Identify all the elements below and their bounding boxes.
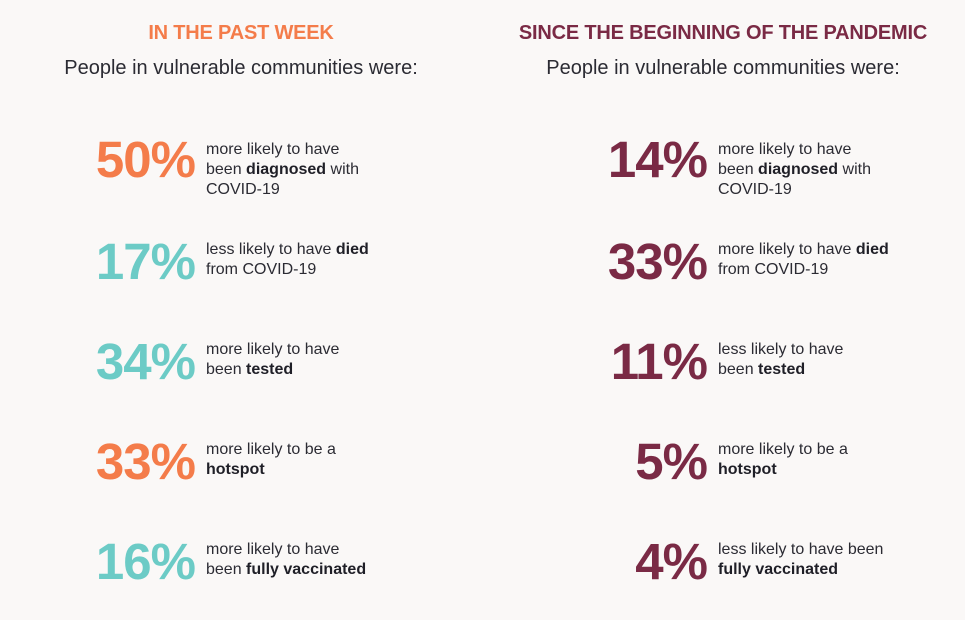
stat-description: more likely to have been tested <box>206 341 340 378</box>
stat-value: 4% <box>635 533 708 590</box>
stat-row: 11% less likely to have been tested <box>482 332 964 412</box>
stat-row: 5% more likely to be a hotspot <box>482 432 964 512</box>
stat-value: 33% <box>607 233 708 290</box>
stat-description: more likely to have been diagnosed with … <box>206 141 359 198</box>
stat-description: less likely to have been fully vaccinate… <box>718 541 884 578</box>
stat-value: 14% <box>607 131 708 188</box>
stat-value: 34% <box>95 333 196 390</box>
stat-row: 50% more likely to have been diagnosed w… <box>0 130 482 210</box>
stat-description: more likely to be a hotspot <box>718 441 848 478</box>
past-week-heading: IN THE PAST WEEK <box>148 22 334 44</box>
stat-value: 11% <box>610 333 708 390</box>
since-pandemic-subheading: People in vulnerable communities were: <box>546 57 900 79</box>
stat-description: more likely to have been diagnosed with … <box>718 141 871 198</box>
stat-description: less likely to have died from COVID-19 <box>206 241 369 278</box>
stat-row: 17% less likely to have died from COVID-… <box>0 232 482 312</box>
since-pandemic-column: SINCE THE BEGINNING OF THE PANDEMIC Peop… <box>482 0 964 620</box>
stat-row: 33% more likely to have died from COVID-… <box>482 232 964 312</box>
stat-value: 5% <box>635 433 708 490</box>
stat-value: 16% <box>95 533 196 590</box>
stat-description: less likely to have been tested <box>718 341 844 378</box>
stat-description: more likely to be a hotspot <box>206 441 336 478</box>
stat-description: more likely to have died from COVID-19 <box>718 241 889 278</box>
stat-description: more likely to have been fully vaccinate… <box>206 541 367 578</box>
past-week-subheading: People in vulnerable communities were: <box>64 57 418 79</box>
stat-value: 50% <box>95 131 196 188</box>
stat-row: 34% more likely to have been tested <box>0 332 482 412</box>
stat-value: 17% <box>95 233 196 290</box>
stat-row: 4% less likely to have been fully vaccin… <box>482 532 964 612</box>
since-pandemic-heading: SINCE THE BEGINNING OF THE PANDEMIC <box>518 22 928 44</box>
stat-row: 33% more likely to be a hotspot <box>0 432 482 512</box>
stat-value: 33% <box>95 433 196 490</box>
stat-row: 14% more likely to have been diagnosed w… <box>482 130 964 210</box>
stat-row: 16% more likely to have been fully vacci… <box>0 532 482 612</box>
past-week-column: IN THE PAST WEEK People in vulnerable co… <box>0 0 482 620</box>
